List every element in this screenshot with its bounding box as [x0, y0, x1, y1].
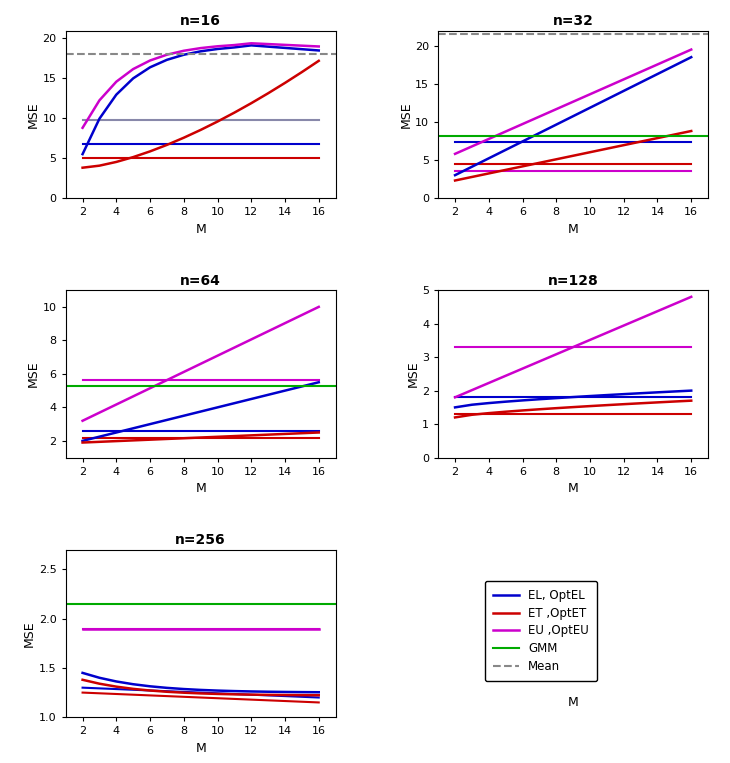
Y-axis label: MSE: MSE: [399, 101, 412, 127]
Text: M: M: [568, 696, 578, 709]
Y-axis label: MSE: MSE: [407, 361, 419, 387]
Title: n=16: n=16: [180, 14, 221, 28]
X-axis label: M: M: [196, 223, 206, 236]
X-axis label: M: M: [196, 742, 206, 755]
X-axis label: M: M: [568, 223, 578, 236]
X-axis label: M: M: [196, 482, 206, 495]
Legend: EL, OptEL, ET ,OptET, EU ,OptEU, GMM, Mean: EL, OptEL, ET ,OptET, EU ,OptEU, GMM, Me…: [485, 581, 597, 681]
Title: n=32: n=32: [553, 14, 593, 28]
Title: n=128: n=128: [548, 274, 599, 288]
Title: n=256: n=256: [175, 533, 226, 547]
Y-axis label: MSE: MSE: [23, 620, 36, 647]
Title: n=64: n=64: [180, 274, 221, 288]
Y-axis label: MSE: MSE: [27, 101, 39, 127]
Y-axis label: MSE: MSE: [27, 361, 40, 387]
X-axis label: M: M: [568, 482, 578, 495]
